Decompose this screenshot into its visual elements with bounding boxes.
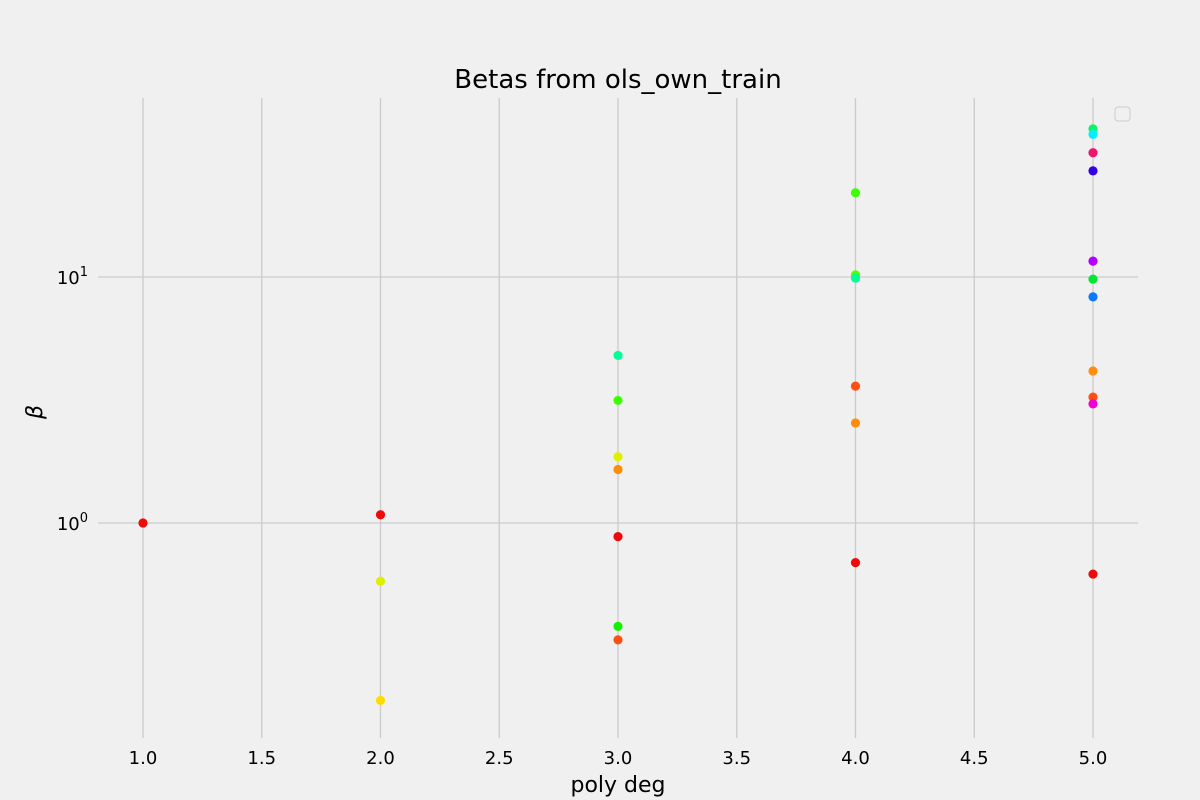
- chart-title: Betas from ols_own_train: [454, 65, 781, 95]
- data-point: [1088, 399, 1098, 409]
- data-point: [850, 188, 861, 198]
- x-tick-label: 5.0: [1079, 748, 1108, 769]
- data-point: [850, 273, 861, 283]
- data-point: [1088, 366, 1098, 376]
- data-point: [613, 635, 623, 645]
- data-point: [613, 621, 623, 631]
- data-point: [375, 695, 386, 706]
- data-point: [850, 558, 861, 568]
- x-tick-label: 4.5: [960, 748, 989, 769]
- y-tick-label: 100: [57, 511, 88, 535]
- data-point: [613, 452, 623, 462]
- y-tick-label: 101: [57, 265, 88, 289]
- data-point: [613, 395, 623, 406]
- x-tick-label: 3.5: [722, 748, 751, 769]
- data-points: [138, 124, 1098, 706]
- data-point: [1088, 129, 1098, 139]
- data-point: [850, 418, 861, 428]
- data-point: [1088, 392, 1098, 402]
- x-tick-label: 3.0: [604, 748, 633, 769]
- y-tick-base: 10: [57, 268, 80, 289]
- x-axis-label: poly deg: [570, 773, 665, 798]
- data-point: [1088, 256, 1098, 266]
- legend-box: [1114, 106, 1131, 122]
- data-point: [613, 350, 623, 361]
- x-tick-label: 4.0: [841, 748, 870, 769]
- y-axis-label: β: [23, 405, 48, 420]
- data-point: [1088, 274, 1098, 284]
- data-point: [850, 381, 861, 391]
- data-point: [1088, 292, 1098, 302]
- grid-lines: [98, 98, 1138, 738]
- x-tick-label: 1.0: [129, 748, 158, 769]
- data-point: [138, 518, 148, 528]
- data-point: [613, 464, 623, 475]
- y-tick-exponent: 0: [80, 511, 88, 526]
- y-tick-exponent: 1: [80, 265, 88, 280]
- data-point: [613, 532, 623, 542]
- data-point: [1088, 148, 1098, 158]
- data-point: [375, 510, 386, 520]
- data-point: [1088, 569, 1098, 579]
- y-tick-base: 10: [57, 514, 80, 535]
- data-point: [1088, 166, 1098, 176]
- data-point: [375, 576, 386, 586]
- x-tick-label: 1.5: [247, 748, 276, 769]
- x-tick-label: 2.0: [366, 748, 395, 769]
- x-tick-label: 2.5: [485, 748, 514, 769]
